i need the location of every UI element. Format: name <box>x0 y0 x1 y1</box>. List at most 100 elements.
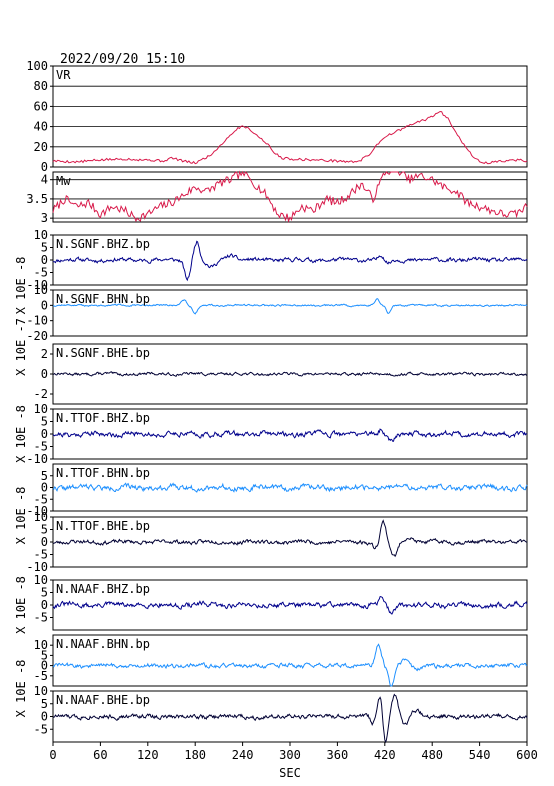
y-tick-label: -10 <box>26 452 48 466</box>
panel-label: N.NAAF.BHZ.bp <box>56 582 150 596</box>
series-line-ttof_bhn <box>52 482 528 493</box>
y-tick-label: -5 <box>34 548 48 562</box>
y-tick-label: -5 <box>34 722 48 736</box>
y-tick-label: 5 <box>41 523 48 537</box>
panel-ttof_bhn: -10-505 N.TTOF.BHN.bp <box>26 463 528 518</box>
y-tick-label: 20 <box>34 140 48 154</box>
panel-mw: 3 3.5 4 Mw <box>26 170 528 225</box>
x-tick-label: 420 <box>374 748 396 762</box>
series-line-mw <box>52 170 528 223</box>
panel-frame <box>52 65 528 168</box>
x-tick-label: 0 <box>49 748 56 762</box>
x-tick-label: 600 <box>516 748 538 762</box>
y-tick-label: -5 <box>34 440 48 454</box>
y-tick-label: 10 <box>34 638 48 652</box>
y-tick-label: 80 <box>34 79 48 93</box>
y-tick-label: 0 <box>41 598 48 612</box>
y-tick-label: -2 <box>34 387 48 401</box>
x-tick-label: 300 <box>279 748 301 762</box>
y-tick-label: -10 <box>26 504 48 518</box>
y-tick-label: 3 <box>41 211 48 225</box>
y-tick-label: -10 <box>26 560 48 574</box>
y-tick-label: 0 <box>41 427 48 441</box>
y-tick-label: 0 <box>41 481 48 495</box>
y-axis-unit-label: X 10E -8 <box>14 576 28 634</box>
series-line-naaf_bhz <box>52 596 528 615</box>
y-tick-label: 5 <box>41 415 48 429</box>
y-tick-label: 0 <box>41 298 48 312</box>
y-tick-label: -10 <box>26 314 48 328</box>
x-axis: 0 60 120 180 240 300 360 420 480 540 600 <box>49 742 538 762</box>
panel-label: N.TTOF.BHZ.bp <box>56 411 150 425</box>
series-line-sgnf_bhe <box>52 371 528 377</box>
y-tick-label: 10 <box>34 402 48 416</box>
panel-frame <box>52 634 528 687</box>
y-tick-label: 3.5 <box>26 192 48 206</box>
y-tick-label: 4 <box>41 173 48 187</box>
y-axis-unit-label: X 10E -8 <box>14 257 28 315</box>
x-tick-label: 240 <box>232 748 254 762</box>
x-axis-label: SEC <box>279 766 301 780</box>
panel-label: N.SGNF.BHZ.bp <box>56 237 150 251</box>
y-axis-unit-label: X 10E -8 <box>14 660 28 718</box>
x-tick-label: 120 <box>137 748 159 762</box>
panel-vr: 0 20 40 60 80 100 VR <box>26 59 528 174</box>
y-tick-label: -5 <box>34 611 48 625</box>
panel-label: Mw <box>56 174 71 188</box>
y-tick-label: 0 <box>41 160 48 174</box>
y-tick-label: 100 <box>26 59 48 73</box>
x-tick-label: 360 <box>327 748 349 762</box>
y-axis-unit-label: X 10E -8 <box>14 405 28 463</box>
y-tick-label: 0 <box>41 367 48 381</box>
series-line-naaf_bhe <box>52 693 528 744</box>
panel-sgnf_bhn: -20-10 010 N.SGNF.BHN.bp <box>26 283 528 343</box>
y-tick-label: 5 <box>41 648 48 662</box>
y-tick-label: 5 <box>41 586 48 600</box>
series-line-ttof_bhe <box>52 519 528 558</box>
x-tick-label: 60 <box>93 748 107 762</box>
y-tick-label: 0 <box>41 535 48 549</box>
y-tick-label: 10 <box>34 573 48 587</box>
y-tick-label: -10 <box>26 278 48 292</box>
panel-label: VR <box>56 68 71 82</box>
series-line-vr <box>52 110 528 165</box>
panel-frame <box>52 289 528 337</box>
panel-label: N.TTOF.BHE.bp <box>56 519 150 533</box>
y-tick-label: 0 <box>41 710 48 724</box>
y-tick-label: -5 <box>34 669 48 683</box>
y-tick-label: 60 <box>34 99 48 113</box>
y-axis-unit-label: X 10E -8 <box>14 487 28 545</box>
panel-label: N.NAAF.BHN.bp <box>56 637 150 651</box>
y-tick-label: 10 <box>34 283 48 297</box>
y-axis-unit-label: X 10E -7 <box>14 318 28 376</box>
y-tick-label: 10 <box>34 228 48 242</box>
panel-label: N.TTOF.BHN.bp <box>56 466 150 480</box>
y-tick-label: 10 <box>34 684 48 698</box>
y-tick-label: -5 <box>34 492 48 506</box>
y-tick-label: 5 <box>41 469 48 483</box>
panel-sgnf_bhe: -2 0 2 N.SGNF.BHE.bp <box>34 343 528 405</box>
y-tick-label: 5 <box>41 241 48 255</box>
header-datetime: 2022/09/20 15:10 <box>60 52 185 67</box>
x-tick-label: 180 <box>184 748 206 762</box>
series-line-ttof_bhz <box>52 428 528 442</box>
y-tick-label: 2 <box>41 347 48 361</box>
y-tick-label: 0 <box>41 659 48 673</box>
series-line-naaf_bhn <box>52 643 528 687</box>
y-tick-label: -5 <box>34 266 48 280</box>
y-tick-label: 10 <box>34 510 48 524</box>
y-tick-label: 5 <box>41 697 48 711</box>
panel-frame <box>52 171 528 223</box>
y-tick-label: 0 <box>41 253 48 267</box>
panel-label: N.SGNF.BHE.bp <box>56 346 150 360</box>
panel-label: N.NAAF.BHE.bp <box>56 693 150 707</box>
series-line-sgnf_bhn <box>53 298 528 315</box>
y-tick-label: 40 <box>34 120 48 134</box>
series-line-sgnf_bhz <box>52 240 528 282</box>
